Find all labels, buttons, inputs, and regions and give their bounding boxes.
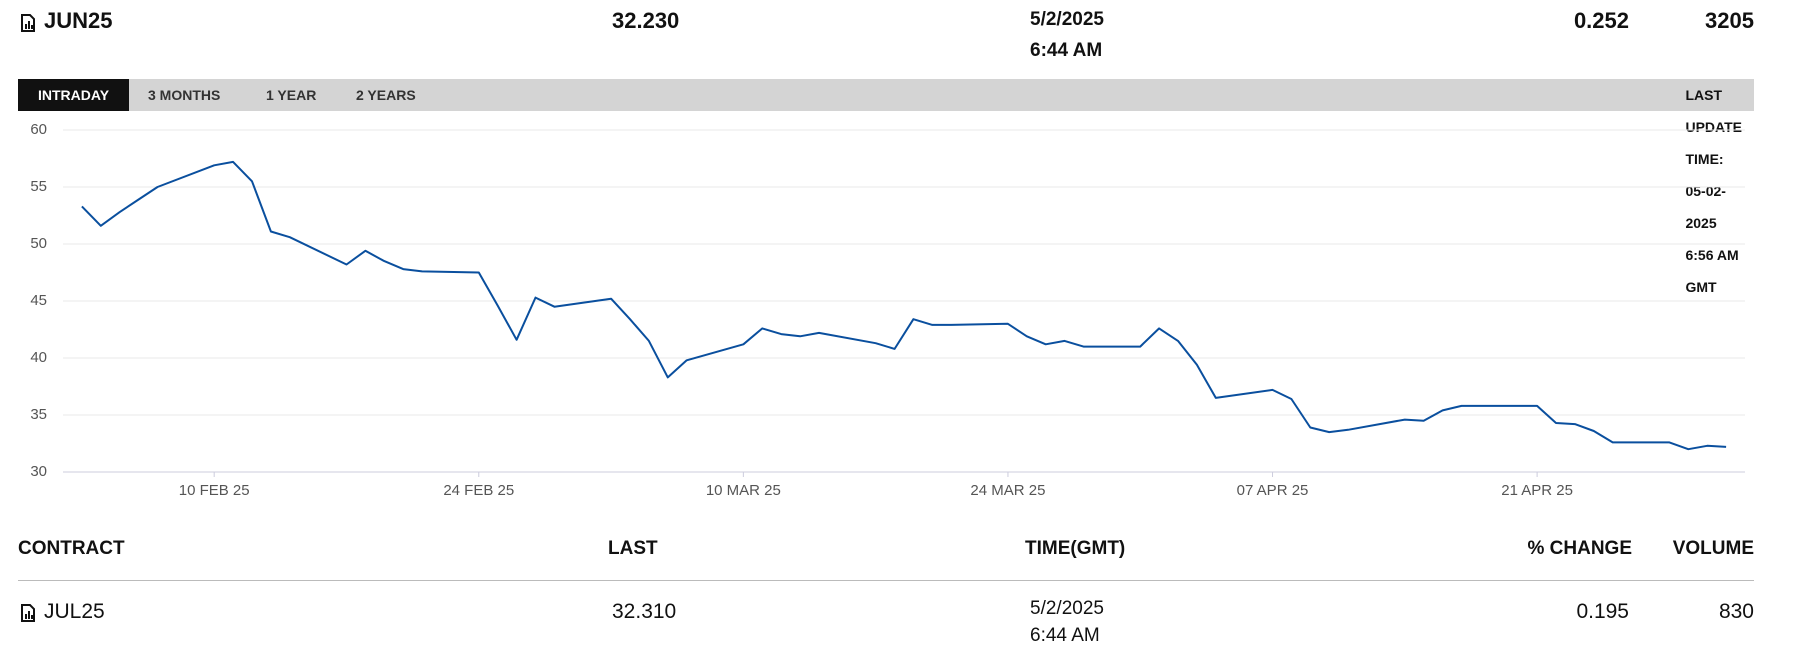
change: 0.252 xyxy=(1573,8,1629,33)
divider xyxy=(18,580,1754,581)
time: 6:44 AM xyxy=(1030,40,1103,61)
chart: 30 35 40 45 50 55 60 10 FEB 25 24 FEB 25 10 MAR 2… xyxy=(30,121,1745,499)
y-tick-label: 50 xyxy=(30,235,47,252)
row-last: 32.310 xyxy=(612,600,677,623)
row-change: 0.195 xyxy=(1576,600,1629,623)
column-header: TIME(GMT) xyxy=(1025,538,1126,559)
contract-icon xyxy=(21,14,35,32)
x-tick-label: 21 APR 25 xyxy=(1501,482,1573,499)
contract[interactable]: JUN25 xyxy=(44,8,113,33)
y-tick-label: 30 xyxy=(30,463,47,480)
tab-bar: INTRADAY 3 MONTHS 1 YEAR 2 YEARS LAST UP… xyxy=(18,79,1754,295)
y-tick-label: 55 xyxy=(30,178,47,195)
last-update: LAST UPDATE TIME: 05-02-2025 6:56 AM GMT xyxy=(1685,87,1743,295)
x-tick-label: 24 FEB 25 xyxy=(443,482,514,499)
tab[interactable]: 2 YEARS xyxy=(356,87,416,103)
last-price: 32.230 xyxy=(612,8,680,33)
date: 5/2/2025 xyxy=(1030,9,1104,30)
price-line xyxy=(81,160,1727,451)
row-contract[interactable]: JUL25 xyxy=(44,600,105,623)
volume: 3205 xyxy=(1705,8,1754,33)
row-time: 6:44 AM xyxy=(1030,625,1100,646)
row-date: 5/2/2025 xyxy=(1030,598,1104,619)
column-header: LAST xyxy=(608,538,658,559)
tab[interactable]: INTRADAY xyxy=(18,79,130,111)
column-header: CONTRACT xyxy=(18,538,125,559)
tab[interactable]: 3 MONTHS xyxy=(148,87,221,103)
column-header: VOLUME xyxy=(1672,538,1754,559)
x-tick-label: 10 FEB 25 xyxy=(179,482,250,499)
tab[interactable]: 1 YEAR xyxy=(266,87,317,103)
x-tick-label: 07 APR 25 xyxy=(1237,482,1309,499)
column-header: % CHANGE xyxy=(1527,538,1632,559)
x-tick-label: 24 MAR 25 xyxy=(970,482,1045,499)
y-tick-label: 40 xyxy=(30,349,47,366)
y-tick-label: 35 xyxy=(30,406,47,423)
y-tick-label: 45 xyxy=(30,292,47,309)
x-tick-label: 10 MAR 25 xyxy=(706,482,781,499)
row-volume: 830 xyxy=(1718,600,1754,623)
y-tick-label: 60 xyxy=(30,121,47,138)
contract-icon xyxy=(21,604,35,622)
